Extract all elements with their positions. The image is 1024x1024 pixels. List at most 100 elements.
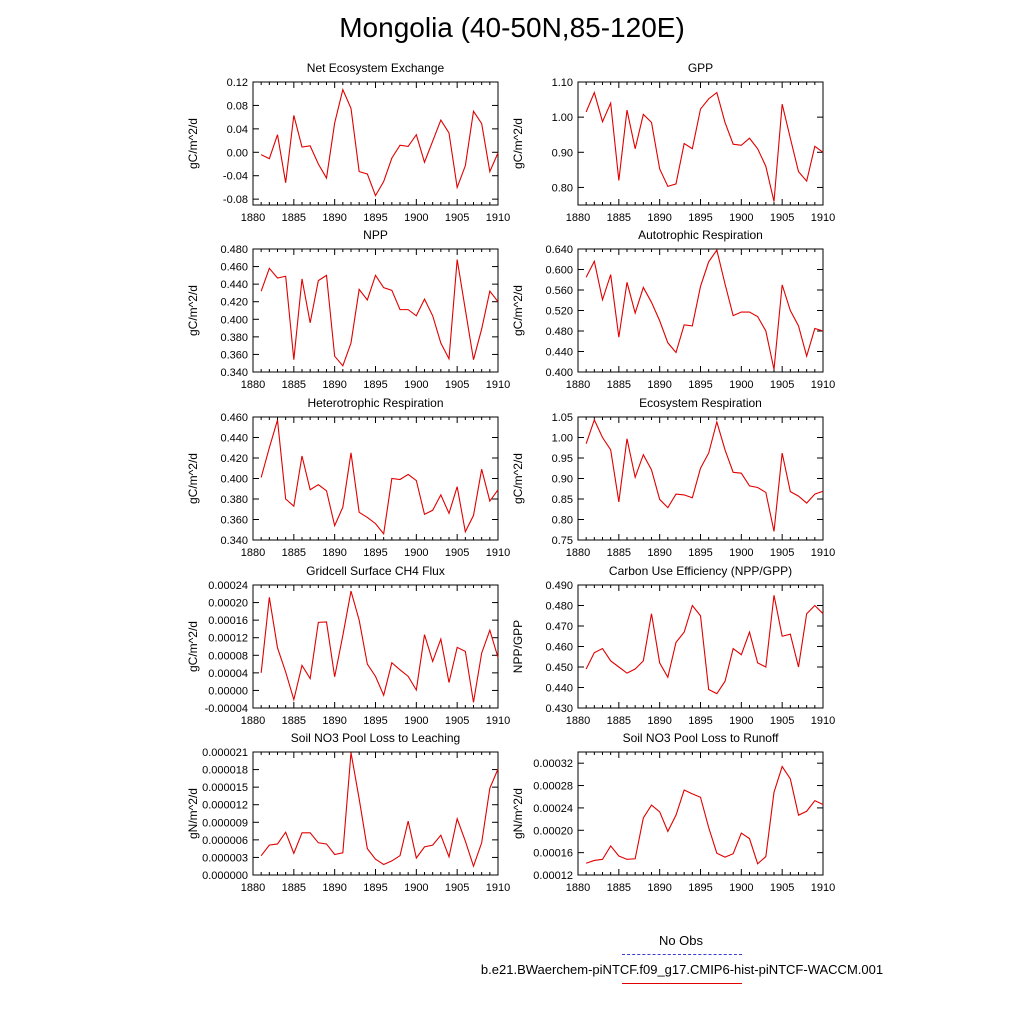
chart-5-ytick-label: 0.440 — [220, 433, 248, 445]
legend-obs-label: No Obs — [658, 933, 704, 948]
chart-4-xtick-label: 1905 — [770, 379, 794, 391]
chart-10-xtick-label: 1885 — [607, 882, 631, 894]
chart-6-xtick-label: 1910 — [811, 547, 835, 559]
chart-6-series-line — [585, 418, 824, 532]
chart-9-xtick-label: 1900 — [404, 882, 428, 894]
chart-1-ytick-label: 0.00 — [227, 147, 248, 159]
chart-10-xtick-label: 1895 — [688, 882, 712, 894]
chart-9-ytick-label: 0.000009 — [202, 817, 248, 829]
chart-4-ytick-label: 0.440 — [545, 347, 573, 359]
chart-1-xtick-label: 1905 — [445, 212, 469, 224]
chart-8-ytick-label: 0.450 — [545, 662, 573, 674]
chart-1-title: Net Ecosystem Exchange — [307, 61, 445, 75]
chart-9-ytick-label: 0.000003 — [202, 852, 248, 864]
chart-5-ytick-label: 0.380 — [220, 494, 248, 506]
chart-9-ytick-label: 0.000000 — [202, 870, 248, 882]
chart-1-series-line — [260, 87, 499, 197]
chart-10-xtick-label: 1880 — [566, 882, 590, 894]
chart-3-xtick-label: 1880 — [241, 379, 265, 391]
chart-10-series-line — [585, 765, 824, 865]
chart-6-ytick-label: 0.90 — [552, 474, 573, 486]
chart-8-xtick-label: 1900 — [729, 715, 753, 727]
chart-7-title: Gridcell Surface CH4 Flux — [306, 564, 445, 578]
chart-5-ytick-label: 0.420 — [220, 453, 248, 465]
chart-7-ytick-label: 0.00008 — [208, 650, 248, 662]
chart-8-title: Carbon Use Efficiency (NPP/GPP) — [609, 564, 792, 578]
chart-6-xtick-label: 1880 — [566, 547, 590, 559]
chart-8-xtick-label: 1885 — [607, 715, 631, 727]
legend-run-label: b.e21.BWaerchem-piNTCF.f09_g17.CMIP6-his… — [480, 962, 884, 977]
chart-6-ytick-label: 0.75 — [552, 535, 573, 547]
chart-9-xtick-label: 1910 — [486, 882, 510, 894]
chart-1-ytick-label: 0.08 — [227, 100, 248, 112]
chart-3-xtick-label: 1890 — [322, 379, 346, 391]
chart-7-xtick-label: 1890 — [322, 715, 346, 727]
chart-8-xtick-label: 1890 — [647, 715, 671, 727]
chart-8-xtick-label: 1910 — [811, 715, 835, 727]
chart-9-ylabel: gN/m^2/d — [186, 788, 200, 839]
chart-3-series-line — [260, 259, 499, 367]
chart-8-xtick-label: 1880 — [566, 715, 590, 727]
chart-4-xtick-label: 1890 — [647, 379, 671, 391]
chart-1-ytick-label: 0.12 — [227, 77, 248, 89]
chart-10-ytick-label: 0.00016 — [533, 848, 573, 860]
chart-1-ylabel: gC/m^2/d — [186, 118, 200, 169]
chart-6-ytick-label: 0.80 — [552, 515, 573, 527]
chart-7-ytick-label: -0.00004 — [205, 703, 248, 715]
chart-5-title: Heterotrophic Respiration — [307, 396, 443, 410]
chart-8-ytick-label: 0.480 — [545, 601, 573, 613]
chart-7-xtick-label: 1880 — [241, 715, 265, 727]
chart-3-ytick-label: 0.440 — [220, 279, 248, 291]
chart-1-frame — [252, 81, 499, 206]
chart-1-xtick-label: 1880 — [241, 212, 265, 224]
chart-5-xtick-label: 1910 — [486, 547, 510, 559]
chart-9-title: Soil NO3 Pool Loss to Leaching — [291, 731, 460, 745]
chart-9-series-line — [260, 752, 499, 868]
chart-4-xtick-label: 1910 — [811, 379, 835, 391]
chart-3-xtick-label: 1895 — [363, 379, 387, 391]
chart-9-xtick-label: 1880 — [241, 882, 265, 894]
chart-7-xtick-label: 1900 — [404, 715, 428, 727]
chart-9-xtick-label: 1905 — [445, 882, 469, 894]
chart-7-xtick-label: 1885 — [282, 715, 306, 727]
chart-2-xtick-label: 1880 — [566, 212, 590, 224]
chart-6-xtick-label: 1905 — [770, 547, 794, 559]
chart-10-ytick-label: 0.00032 — [533, 758, 573, 770]
chart-7-ytick-label: 0.00020 — [208, 598, 248, 610]
chart-4-series-line — [585, 248, 824, 370]
chart-1-ytick-label: 0.04 — [227, 124, 248, 136]
chart-3-ytick-label: 0.340 — [220, 367, 248, 379]
chart-4-title: Autotrophic Respiration — [638, 228, 763, 242]
chart-3-ytick-label: 0.480 — [220, 244, 248, 256]
chart-7-xtick-label: 1905 — [445, 715, 469, 727]
chart-2-ylabel: gC/m^2/d — [511, 118, 525, 169]
chart-2-ytick-label: 1.00 — [552, 112, 573, 124]
chart-7-series-line — [260, 591, 499, 703]
chart-7-ytick-label: 0.00016 — [208, 615, 248, 627]
chart-6-xtick-label: 1890 — [647, 547, 671, 559]
chart-6-xtick-label: 1895 — [688, 547, 712, 559]
chart-2-xtick-label: 1890 — [647, 212, 671, 224]
chart-9-xtick-label: 1895 — [363, 882, 387, 894]
chart-4-ylabel: gC/m^2/d — [511, 285, 525, 336]
chart-9-ytick-label: 0.000021 — [202, 747, 248, 759]
chart-2-series-line — [585, 90, 824, 202]
chart-10-ylabel: gN/m^2/d — [511, 788, 525, 839]
chart-10-title: Soil NO3 Pool Loss to Runoff — [623, 731, 780, 745]
chart-5-xtick-label: 1905 — [445, 547, 469, 559]
chart-9-xtick-label: 1890 — [322, 882, 346, 894]
chart-2-xtick-label: 1900 — [729, 212, 753, 224]
chart-3-frame — [252, 248, 499, 373]
chart-6-ylabel: gC/m^2/d — [511, 453, 525, 504]
chart-1-xtick-label: 1900 — [404, 212, 428, 224]
page-title: Mongolia (40-50N,85-120E) — [339, 12, 685, 43]
chart-7-xtick-label: 1910 — [486, 715, 510, 727]
chart-9-ytick-label: 0.000012 — [202, 800, 248, 812]
chart-7-ylabel: gC/m^2/d — [186, 621, 200, 672]
chart-2-xtick-label: 1885 — [607, 212, 631, 224]
chart-1-xtick-label: 1890 — [322, 212, 346, 224]
chart-1-xtick-label: 1885 — [282, 212, 306, 224]
chart-9-ytick-label: 0.000006 — [202, 835, 248, 847]
chart-9-ytick-label: 0.000018 — [202, 765, 248, 777]
chart-10-xtick-label: 1900 — [729, 882, 753, 894]
